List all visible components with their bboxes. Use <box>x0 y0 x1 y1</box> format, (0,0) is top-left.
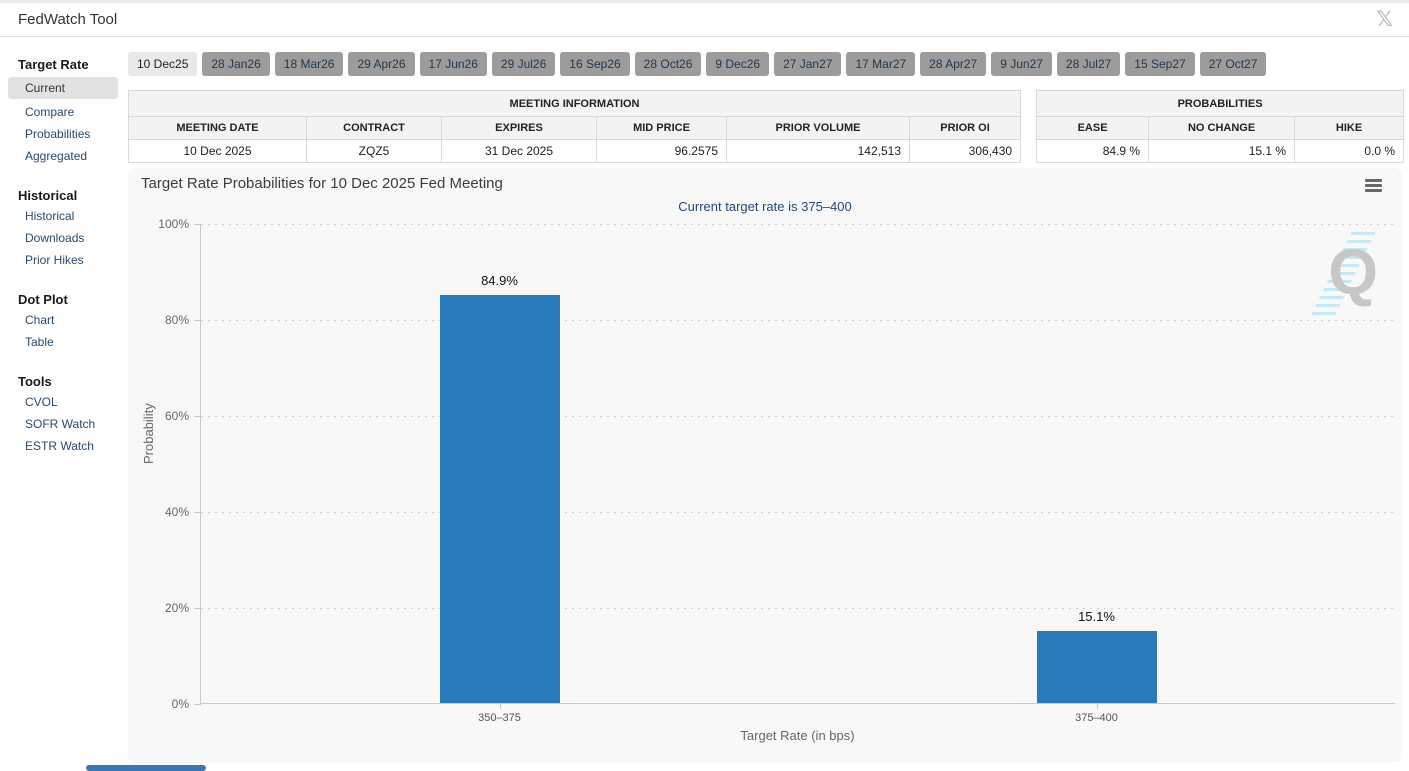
sidebar-item-estr-watch[interactable]: ESTR Watch <box>25 439 94 453</box>
top-strip <box>0 0 1409 3</box>
sidebar-section-tools: Tools <box>18 374 52 389</box>
col-expires: EXPIRES <box>441 116 597 140</box>
title-bar: FedWatch Tool 𝕏 <box>0 3 1409 37</box>
expires-value: 31 Dec 2025 <box>441 139 597 163</box>
sidebar: Target Rate Current Compare Probabilities Ag… <box>0 55 126 457</box>
y-tick <box>194 416 201 417</box>
x-axis-title: Target Rate (in bps) <box>740 728 855 743</box>
date-tab-27-jan27[interactable]: 27 Jan27 <box>774 52 842 76</box>
col-prior-volume: PRIOR VOLUME <box>726 116 910 140</box>
y-tick <box>194 320 201 321</box>
col-hike: HIKE <box>1294 116 1405 140</box>
y-axis-tick-label: 80% <box>164 313 189 327</box>
y-gridline <box>201 512 1395 513</box>
date-tab-9-jun27[interactable]: 9 Jun27 <box>991 52 1052 76</box>
sidebar-item-table[interactable]: Table <box>25 335 54 349</box>
col-contract: CONTRACT <box>306 116 442 140</box>
chart-panel: Target Rate Probabilities for 10 Dec 202… <box>128 168 1402 763</box>
meeting-information-table: MEETING INFORMATION MEETING DATE CONTRAC… <box>127 90 1022 163</box>
date-tab-15-sep27[interactable]: 15 Sep27 <box>1125 52 1195 76</box>
probabilities-title: PROBABILITIES <box>1036 90 1405 117</box>
bar-375-400[interactable] <box>1036 630 1157 703</box>
no-change-value: 15.1 % <box>1148 139 1296 163</box>
y-tick <box>194 608 201 609</box>
date-tab-28-jan26[interactable]: 28 Jan26 <box>202 52 270 76</box>
table-row: 84.9 % 15.1 % 0.0 % <box>1036 139 1405 163</box>
y-axis-tick-label: 0% <box>171 697 189 711</box>
bar-value-label: 84.9% <box>481 273 518 289</box>
prior-oi-value: 306,430 <box>908 139 1022 163</box>
sidebar-item-sofr-watch[interactable]: SOFR Watch <box>25 417 96 431</box>
date-tab-28-jul27[interactable]: 28 Jul27 <box>1056 52 1121 76</box>
col-no-change: NO CHANGE <box>1148 116 1296 140</box>
plot-area: 100% 80% 60% 40% 20% 0% 84.9% 350–375 15.1% 375–4… <box>158 217 1395 724</box>
chart-context-menu-icon[interactable] <box>1365 179 1382 194</box>
col-mid-price: MID PRICE <box>596 116 727 140</box>
y-gridline <box>201 608 1395 609</box>
sidebar-item-aggregated[interactable]: Aggregated <box>25 149 88 163</box>
y-tick <box>194 704 201 705</box>
x-tick <box>1096 703 1098 709</box>
y-axis-tick-label: 40% <box>164 505 189 519</box>
main-content: 10 Dec25 28 Jan26 18 Mar26 29 Apr26 17 Jun26… <box>127 52 1405 763</box>
hike-value: 0.0 % <box>1294 139 1405 163</box>
x-axis-tick-label: 375–400 <box>1075 712 1118 724</box>
prior-volume-value: 142,513 <box>726 139 910 163</box>
date-tab-27-oct27[interactable]: 27 Oct27 <box>1199 52 1267 76</box>
y-gridline <box>201 224 1395 225</box>
sidebar-section-target-rate: Target Rate <box>18 57 89 72</box>
col-meeting-date: MEETING DATE <box>128 116 307 140</box>
y-tick <box>194 224 201 225</box>
contract-value: ZQZ5 <box>306 139 442 163</box>
mid-price-value: 96.2575 <box>596 139 727 163</box>
sidebar-item-probabilities[interactable]: Probabilities <box>25 127 91 141</box>
bar-value-label: 15.1% <box>1078 608 1115 624</box>
chart-subtitle: Current target rate is 375–400 <box>678 199 852 214</box>
meeting-info-title: MEETING INFORMATION <box>127 90 1022 117</box>
table-row: 10 Dec 2025 ZQZ5 31 Dec 2025 96.2575 142… <box>128 139 1022 163</box>
x-tick <box>499 703 501 709</box>
col-prior-oi: PRIOR OI <box>908 116 1022 140</box>
horizontal-scrollbar-thumb[interactable] <box>86 765 206 771</box>
ease-value: 84.9 % <box>1036 139 1150 163</box>
col-ease: EASE <box>1036 116 1150 140</box>
date-tab-29-apr26[interactable]: 29 Apr26 <box>348 52 415 76</box>
probabilities-table: PROBABILITIES EASE NO CHANGE HIKE 84.9 %… <box>1036 90 1405 163</box>
x-axis-tick-label: 350–375 <box>478 712 521 724</box>
y-gridline <box>201 416 1395 417</box>
date-tab-29-jul26[interactable]: 29 Jul26 <box>491 52 556 76</box>
chart-title: Target Rate Probabilities for 10 Dec 202… <box>141 175 503 192</box>
sidebar-item-downloads[interactable]: Downloads <box>25 231 85 245</box>
date-tab-18-mar26[interactable]: 18 Mar26 <box>274 52 344 76</box>
date-tab-17-jun26[interactable]: 17 Jun26 <box>419 52 487 76</box>
sidebar-item-prior-hikes[interactable]: Prior Hikes <box>25 253 84 267</box>
sidebar-item-compare[interactable]: Compare <box>25 105 75 119</box>
date-tab-28-apr27[interactable]: 28 Apr27 <box>920 52 987 76</box>
sidebar-item-chart[interactable]: Chart <box>25 313 55 327</box>
sidebar-item-cvol[interactable]: CVOL <box>25 395 58 409</box>
sidebar-item-historical[interactable]: Historical <box>25 209 75 223</box>
meeting-date-value: 10 Dec 2025 <box>128 139 307 163</box>
bar-350-375[interactable] <box>439 295 560 703</box>
y-tick <box>194 512 201 513</box>
sidebar-item-current[interactable]: Current <box>8 77 118 99</box>
y-axis-title: Probability <box>141 403 156 464</box>
meeting-date-tabs: 10 Dec25 28 Jan26 18 Mar26 29 Apr26 17 Jun26… <box>128 52 1402 76</box>
x-icon[interactable]: 𝕏 <box>1376 7 1393 31</box>
page-title: FedWatch Tool <box>18 11 118 28</box>
sidebar-section-dot-plot: Dot Plot <box>18 292 68 307</box>
info-tables-row: MEETING INFORMATION MEETING DATE CONTRAC… <box>127 90 1405 163</box>
y-axis-tick-label: 20% <box>164 601 189 615</box>
sidebar-section-historical: Historical <box>18 188 78 203</box>
y-gridline <box>201 320 1395 321</box>
date-tab-10-dec25[interactable]: 10 Dec25 <box>128 52 198 76</box>
date-tab-17-mar27[interactable]: 17 Mar27 <box>846 52 916 76</box>
date-tab-28-oct26[interactable]: 28 Oct26 <box>634 52 702 76</box>
y-axis-tick-label: 60% <box>164 409 189 423</box>
date-tab-16-sep26[interactable]: 16 Sep26 <box>560 52 630 76</box>
y-axis-tick-label: 100% <box>158 217 189 231</box>
date-tab-9-dec26[interactable]: 9 Dec26 <box>706 52 770 76</box>
